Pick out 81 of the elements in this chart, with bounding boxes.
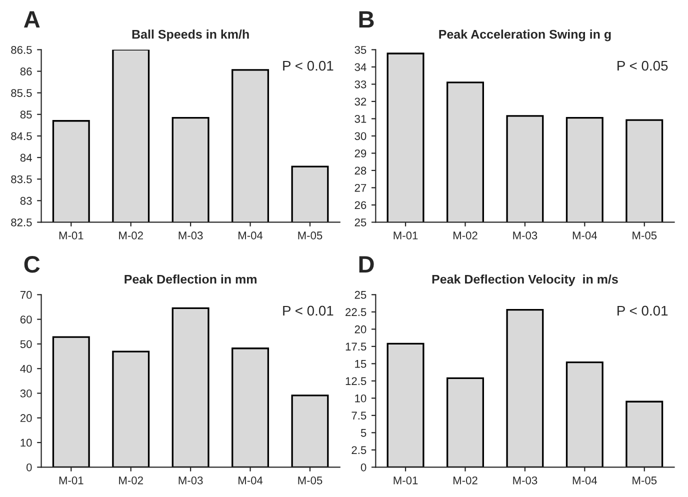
y-tick-label: 28 (354, 166, 366, 175)
y-tick-label: 29 (354, 149, 366, 158)
y-tick-label: 50 (20, 340, 32, 348)
y-tick-label: 86 (20, 68, 32, 76)
text: B (359, 11, 374, 28)
x-tick-label: M-02 (454, 232, 478, 240)
x-tick-label: M-01 (59, 476, 84, 484)
bar (232, 348, 270, 468)
bar (52, 336, 90, 468)
bar (386, 342, 424, 468)
x-tick-label: M-02 (454, 476, 478, 484)
y-tick-label: 25 (354, 290, 366, 299)
y-tick-label: 31 (354, 114, 366, 123)
y-tick-label: 17.5 (346, 342, 366, 351)
x-tick-label: M-04 (238, 232, 263, 240)
y-tick-label: 7.5 (352, 412, 366, 420)
x-tick-label: M-01 (394, 476, 418, 484)
y-tick-label: 10 (20, 438, 32, 447)
x-tick-label: M-05 (632, 232, 657, 240)
y-tick-label: 15 (355, 360, 366, 368)
text: C (24, 256, 40, 273)
y-tick-label: 40 (20, 364, 32, 373)
y-tick-label: 83.5 (11, 175, 32, 184)
x-tick-label: M-01 (59, 232, 84, 240)
bar (446, 377, 484, 468)
chart-title: Peak Acceleration Swing in g (439, 30, 611, 42)
y-tick-label: 27 (354, 184, 366, 192)
x-tick-label: M-04 (238, 476, 263, 484)
annotation: P < 0.01 (283, 306, 334, 316)
x-tick-label: M-05 (298, 232, 322, 240)
y-tick-label: 85 (20, 110, 32, 119)
x-tick-label: M-03 (513, 476, 538, 484)
x-tick-label: M-04 (572, 476, 598, 484)
x-tick-label: M-04 (572, 232, 598, 240)
y-tick-label: 84.5 (11, 132, 32, 140)
x-tick-label: M-03 (513, 232, 538, 240)
bar (172, 307, 210, 468)
y-tick-label: 20 (20, 414, 32, 422)
chart-title: Ball Speeds in km/h (132, 30, 249, 42)
y-tick-label: 60 (20, 316, 32, 324)
x-tick-label: M-02 (119, 476, 143, 484)
y-tick-label: 20 (354, 325, 366, 334)
annotation: P < 0.01 (618, 306, 668, 316)
y-tick-label: 86.5 (11, 46, 32, 54)
bar (626, 400, 664, 468)
y-tick-label: 85.5 (11, 89, 32, 97)
x-tick-label: M-03 (178, 232, 203, 240)
y-tick-label: 30 (20, 390, 32, 398)
x-tick-label: M-05 (298, 476, 322, 484)
y-tick-label: 0 (360, 463, 366, 472)
y-tick-label: 70 (20, 290, 32, 299)
y-tick-label: 32 (354, 98, 366, 106)
x-tick-label: M-02 (119, 232, 143, 240)
y-tick-label: 22.5 (346, 308, 366, 316)
y-tick-label: 10 (355, 394, 366, 402)
chart-title: Peak Deflection Velocity in m/s (432, 274, 618, 286)
bar (506, 309, 544, 468)
text: A (24, 11, 40, 28)
text: D (359, 256, 374, 273)
y-tick-label: 26 (354, 201, 366, 210)
bar (566, 361, 604, 468)
annotation: P < 0.01 (283, 60, 334, 71)
annotation: P < 0.05 (618, 60, 668, 71)
y-tick-label: 5 (360, 429, 366, 437)
x-tick-label: M-03 (178, 476, 203, 484)
x-tick-label: M-05 (632, 476, 657, 484)
y-tick-label: 33 (354, 80, 366, 88)
y-tick-label: 34 (354, 63, 366, 72)
y-tick-label: 83 (20, 196, 32, 205)
y-tick-label: 84 (20, 154, 32, 162)
chart-title: Peak Deflection in mm (124, 274, 256, 284)
y-tick-label: 25 (354, 218, 366, 226)
y-tick-label: 12.5 (346, 377, 366, 386)
y-tick-label: 0 (26, 463, 32, 472)
y-tick-label: 35 (354, 46, 366, 54)
bar (112, 350, 150, 468)
y-tick-label: 2.5 (352, 446, 366, 454)
y-tick-label: 30 (354, 132, 366, 140)
x-tick-label: M-01 (394, 232, 418, 240)
bar (291, 394, 329, 468)
y-tick-label: 82.5 (11, 218, 32, 226)
